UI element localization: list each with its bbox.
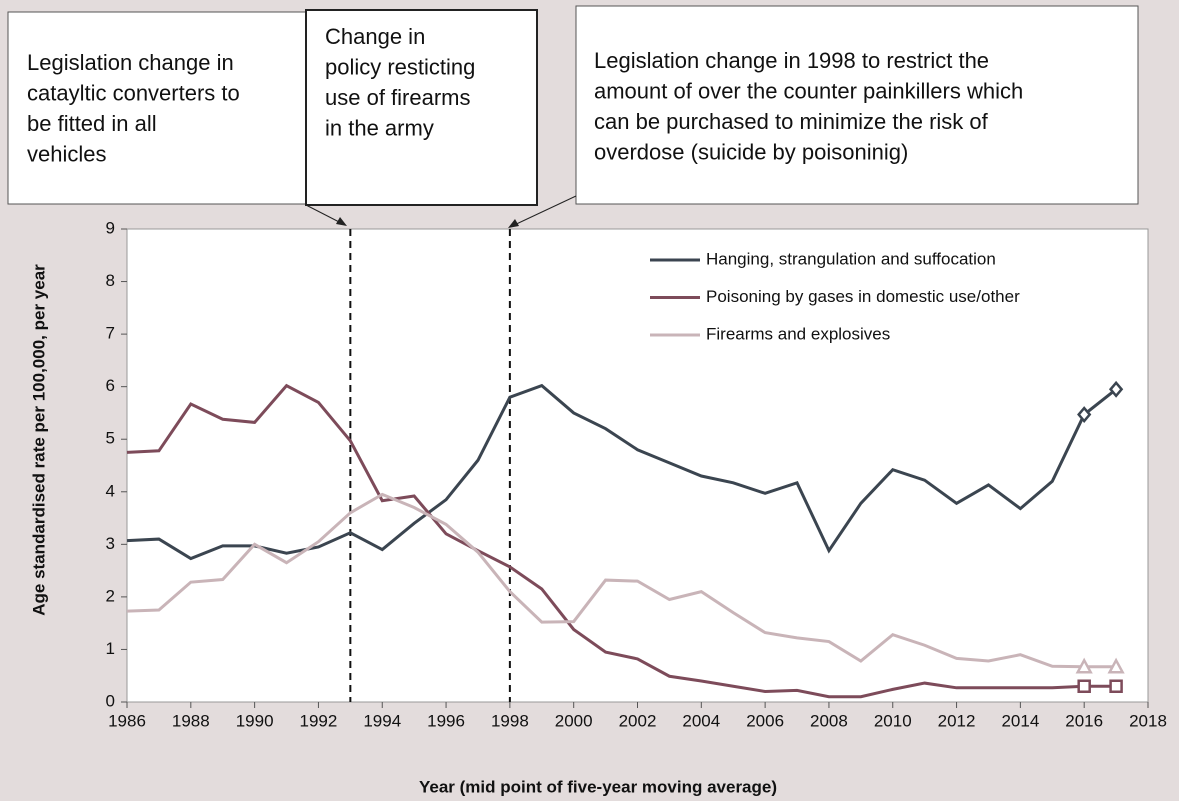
annotation-text: be fitted in all (27, 111, 157, 136)
x-tick-label: 1996 (427, 711, 465, 730)
x-tick-label: 2012 (938, 711, 976, 730)
y-axis-label: Age standardised rate per 100,000, per y… (29, 264, 48, 616)
marker (1108, 380, 1124, 398)
legend-label: Firearms and explosives (706, 324, 890, 343)
marker (1107, 657, 1125, 674)
x-tick-label: 2006 (746, 711, 784, 730)
y-tick-label: 6 (106, 376, 115, 395)
arrow-head (508, 219, 519, 228)
x-tick-label: 2002 (619, 711, 657, 730)
annotation-text: use of firearms (325, 85, 471, 110)
annotation-text: amount of over the counter painkillers w… (594, 78, 1023, 103)
y-tick-label: 9 (106, 218, 115, 237)
x-tick-label: 1986 (108, 711, 146, 730)
x-tick-label: 1994 (363, 711, 401, 730)
series-line (126, 383, 1118, 561)
x-tick-label: 1990 (236, 711, 274, 730)
arrow-head (336, 217, 347, 226)
marker (1109, 679, 1123, 693)
y-tick-label: 1 (106, 639, 115, 658)
annotation-text: Legislation change in (27, 50, 234, 75)
y-tick-label: 3 (106, 534, 115, 553)
y-tick-label: 4 (106, 481, 115, 500)
annotation-text: catayltic converters to (27, 80, 240, 105)
y-tick-label: 7 (106, 324, 115, 343)
x-tick-label: 2010 (874, 711, 912, 730)
annotation-box (305, 9, 538, 206)
y-tick-label: 0 (106, 691, 115, 710)
series-line (126, 492, 1117, 669)
legend-label: Poisoning by gases in domestic use/other (706, 287, 1020, 306)
annotation-text: vehicles (27, 141, 106, 166)
annotation-text: in the army (325, 115, 434, 140)
annotation-box (7, 11, 308, 205)
annotation-text: Legislation change in 1998 to restrict t… (594, 48, 989, 73)
y-tick-label: 2 (106, 586, 115, 605)
annotation-text: Change in (325, 24, 425, 49)
legend-label: Hanging, strangulation and suffocation (706, 249, 996, 268)
plot-area (126, 228, 1149, 703)
x-tick-label: 2016 (1065, 711, 1103, 730)
x-tick-label: 2018 (1129, 711, 1167, 730)
series-line (126, 383, 1117, 699)
annotation-text: can be purchased to minimize the risk of (594, 109, 989, 134)
marker (1075, 657, 1093, 674)
annotation-text: policy resticting (325, 54, 475, 79)
y-tick-label: 5 (106, 429, 115, 448)
x-tick-label: 2008 (810, 711, 848, 730)
x-tick-label: 1998 (491, 711, 529, 730)
marker (1077, 679, 1091, 693)
x-tick-label: 2014 (1001, 711, 1039, 730)
x-tick-label: 2000 (555, 711, 593, 730)
annotation-box (575, 5, 1139, 205)
y-tick-label: 8 (106, 271, 115, 290)
marker (1077, 406, 1092, 423)
x-tick-label: 1992 (300, 711, 338, 730)
x-tick-label: 2004 (682, 711, 720, 730)
annotation-arrow (509, 195, 577, 228)
annotation-text: overdose (suicide by poisoninig) (594, 139, 908, 164)
x-axis-label: Year (mid point of five-year moving aver… (419, 777, 777, 796)
x-tick-label: 1988 (172, 711, 210, 730)
